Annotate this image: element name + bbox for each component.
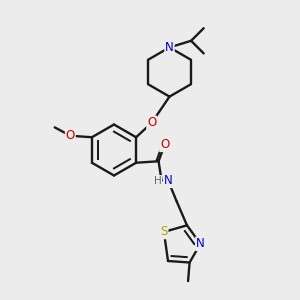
- Text: O: O: [147, 116, 156, 129]
- Text: S: S: [160, 225, 168, 239]
- Text: N: N: [165, 41, 174, 54]
- Text: N: N: [196, 237, 205, 250]
- Text: N: N: [164, 174, 172, 187]
- Text: O: O: [66, 129, 75, 142]
- Text: H: H: [154, 176, 161, 186]
- Text: O: O: [160, 138, 169, 151]
